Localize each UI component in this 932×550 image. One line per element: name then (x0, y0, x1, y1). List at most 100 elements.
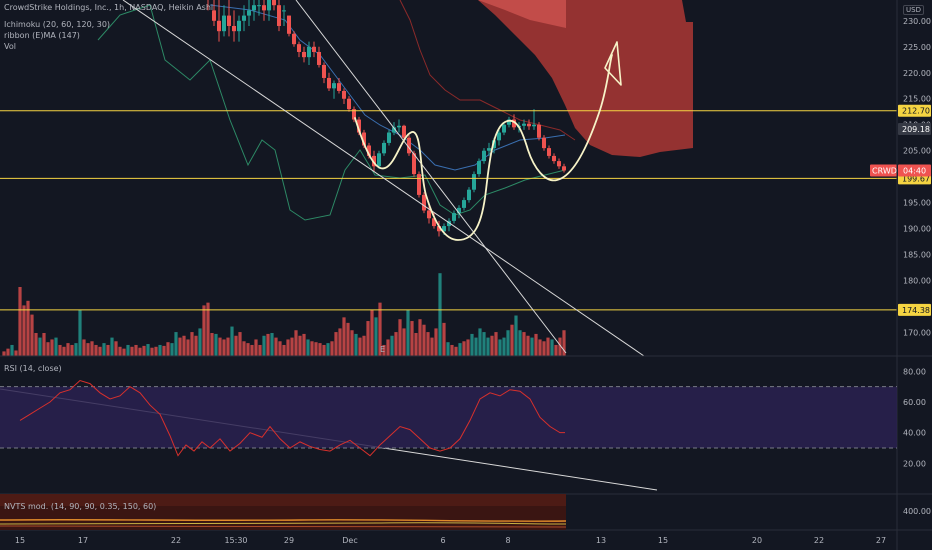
rsi-panel[interactable]: 80.00 60.00 40.00 20.00 (0, 367, 926, 468)
time-tick-7: 8 (505, 536, 510, 545)
rsi-tick-2: 40.00 (903, 429, 926, 438)
nvts-title[interactable]: NVTS mod. (14, 90, 90, 0.35, 150, 60) (4, 502, 157, 511)
candle-body-17 (292, 33, 296, 45)
time-tick-8: 13 (596, 536, 606, 545)
volume-bar-107 (430, 337, 434, 356)
time-tick-10: 20 (752, 536, 762, 545)
rsi-tick-1: 60.00 (903, 398, 926, 407)
candle-body-28 (347, 98, 351, 110)
time-axis[interactable]: 15 17 22 15:30 29 Dec 6 8 13 15 20 22 27 (15, 536, 886, 545)
candle-body-11 (262, 5, 266, 11)
price-tick-8: 185.00 (903, 251, 931, 260)
price-tags: 212.70 199.67 174.38 209.18 CRWD 04:40 E (380, 104, 931, 354)
candle-body-12 (267, 0, 271, 11)
volume-bar-114 (458, 343, 462, 356)
volume-bar-94 (378, 302, 382, 356)
candle-body-7 (242, 15, 246, 21)
pattern-drawing[interactable] (354, 41, 622, 241)
time-tick-0: 15 (15, 536, 25, 545)
time-tick-4: 29 (284, 536, 294, 545)
volume-bar-63 (254, 339, 258, 356)
ichimoku-cloud (478, 0, 693, 157)
time-tick-3: 15:30 (224, 536, 247, 545)
candle-body-71 (562, 166, 566, 171)
volume-bar-61 (246, 343, 250, 356)
time-tick-11: 22 (814, 536, 824, 545)
cloud-shape (478, 0, 693, 157)
volume-bar-24 (98, 346, 102, 356)
volume-bar-64 (258, 344, 262, 356)
candle-body-67 (542, 137, 546, 149)
rsi-title[interactable]: RSI (14, close) (4, 364, 62, 373)
base-line (209, 4, 566, 171)
volume-bar-30 (122, 348, 126, 356)
volume-bar-102 (410, 321, 414, 356)
volume-bar-23 (94, 344, 98, 356)
nvts-panel[interactable]: 400.00 (0, 494, 931, 530)
indicator-vol-label[interactable]: Vol (4, 42, 16, 51)
candle-body-68 (547, 148, 551, 156)
volume-bar-126 (506, 330, 510, 356)
candle-body-52 (467, 189, 471, 201)
volume-bar-0 (2, 351, 6, 356)
volume-bar-100 (402, 328, 406, 356)
candle-body-69 (552, 155, 556, 162)
price-tick-3: 215.00 (903, 95, 931, 104)
volume-bar-133 (534, 333, 538, 356)
volume-bar-116 (466, 339, 470, 356)
volume-bar-135 (542, 341, 546, 356)
rsi-tick-3: 20.00 (903, 459, 926, 468)
candle-body-64 (527, 123, 531, 127)
currency-badge[interactable]: USD (903, 5, 924, 15)
candle-body-26 (337, 83, 341, 91)
volume-bar-21 (86, 343, 90, 356)
candle-body-44 (427, 210, 431, 219)
candle-body-45 (432, 218, 436, 227)
volume-bar-110 (442, 322, 446, 356)
volume-bar-3 (14, 350, 18, 356)
volume-bar-51 (206, 302, 210, 356)
price-tick-9: 180.00 (903, 277, 931, 286)
candle-body-47 (442, 226, 446, 232)
candle-body-21 (312, 46, 316, 52)
volume-bar-91 (366, 321, 370, 356)
volume-bar-75 (302, 333, 306, 356)
volume-bar-60 (242, 341, 246, 356)
volume-bar-108 (434, 328, 438, 356)
indicator-ichimoku-label[interactable]: Ichimoku (20, 60, 120, 30) (4, 20, 111, 29)
lagging-span-line (97, 4, 566, 221)
volume-bar-83 (334, 332, 338, 356)
candle-body-35 (382, 142, 386, 154)
candle-body-60 (507, 119, 511, 125)
volume-bar-115 (462, 341, 466, 356)
volume-bar-123 (494, 332, 498, 356)
price-tag-bg-0 (898, 122, 931, 135)
candle-body-51 (462, 200, 466, 208)
level-tag-0: 212.70 (902, 107, 930, 116)
volume-bar-97 (390, 335, 394, 356)
volume-bar-57 (230, 326, 234, 356)
volume-bar-45 (182, 335, 186, 356)
volume-bar-56 (226, 337, 230, 356)
nvts-band (0, 494, 566, 506)
indicator-ribbon-label[interactable]: ribbon (E)MA (147) (4, 31, 80, 40)
price-tick-7: 190.00 (903, 225, 931, 234)
volume-bar-96 (386, 339, 390, 356)
candle-body-8 (247, 10, 251, 16)
price-tick-6: 195.00 (903, 199, 931, 208)
chart-title[interactable]: CrowdStrike Holdings, Inc., 1h, NASDAQ, … (4, 3, 214, 12)
volume-bar-125 (502, 337, 506, 356)
time-tick-9: 15 (658, 536, 668, 545)
volume-bar-14 (58, 344, 62, 356)
candle-body-30 (357, 119, 361, 133)
horizontal-levels[interactable] (0, 110, 897, 311)
volume-bar-38 (154, 346, 158, 356)
candles (207, 0, 566, 237)
candle-body-24 (327, 77, 331, 89)
candle-body-32 (367, 145, 371, 156)
volume-bar-12 (50, 339, 54, 356)
symbol-tag: CRWD (872, 166, 897, 175)
volume-bar-13 (54, 337, 58, 356)
price-tick-10: 170.00 (903, 329, 931, 338)
